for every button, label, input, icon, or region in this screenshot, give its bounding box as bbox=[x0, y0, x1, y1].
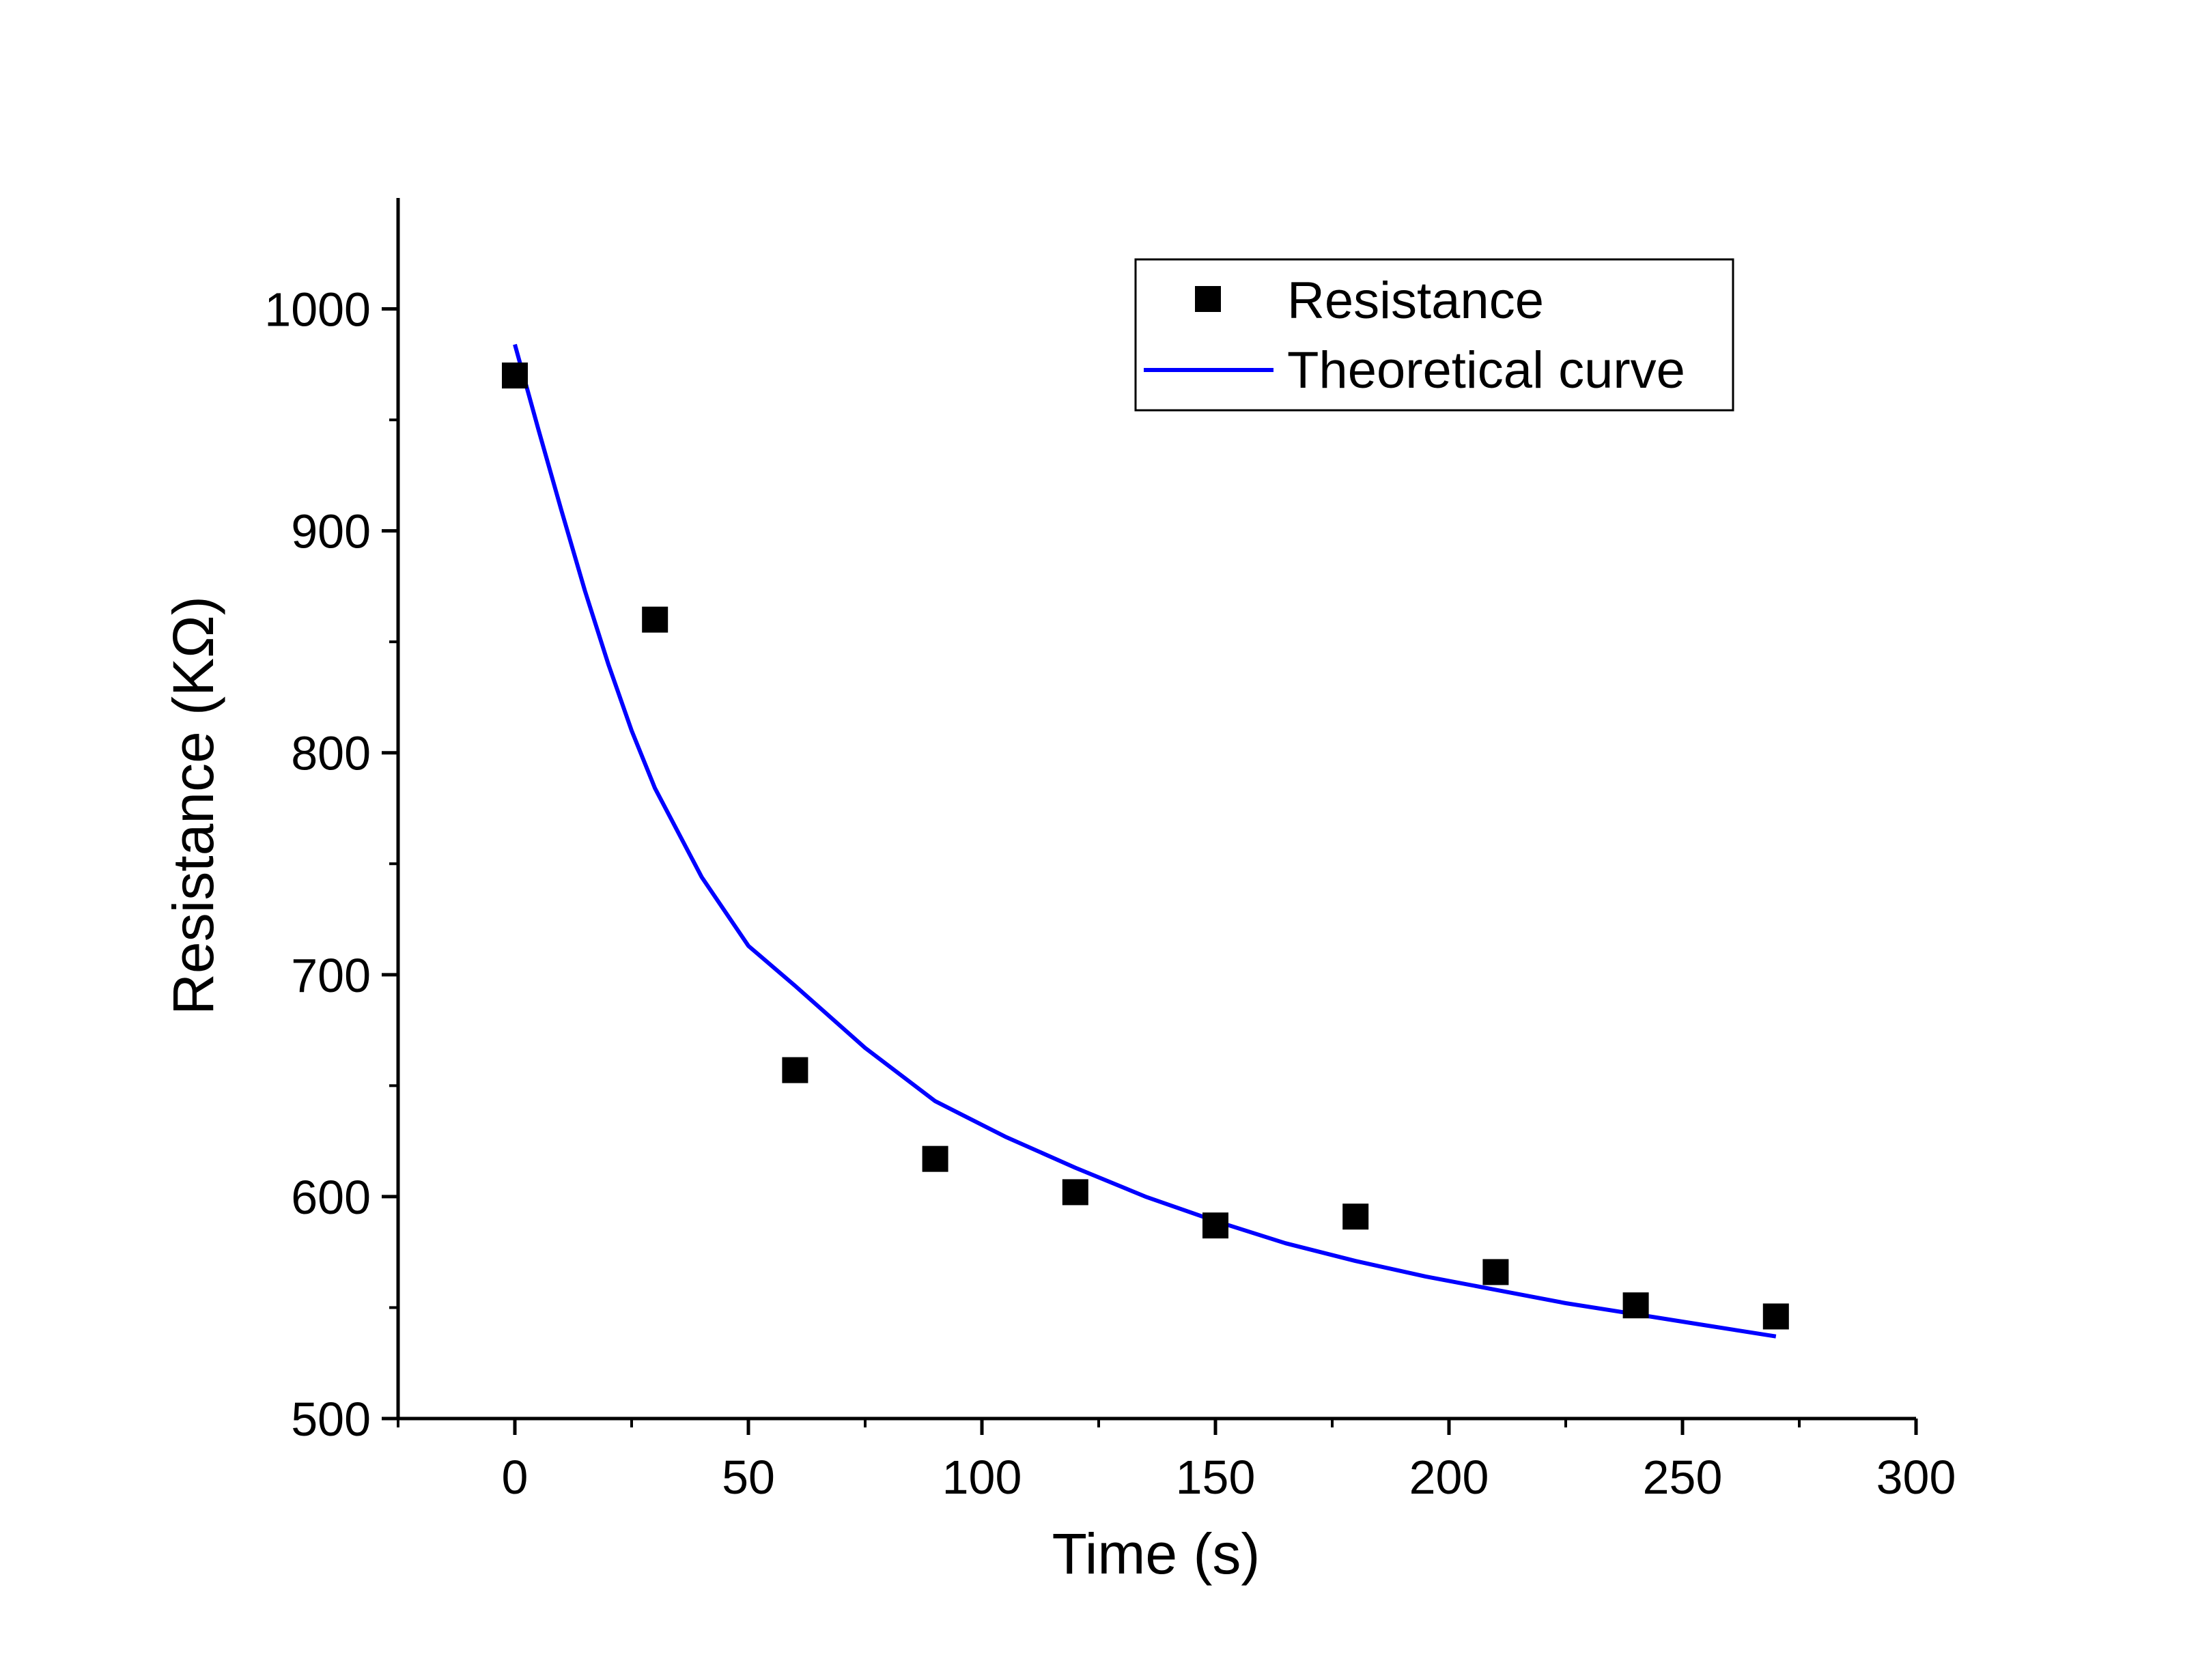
legend-label-theoretical: Theoretical curve bbox=[1287, 341, 1685, 399]
resistance-data-point bbox=[1202, 1212, 1228, 1239]
x-tick-label: 100 bbox=[942, 1451, 1022, 1504]
y-tick-label: 900 bbox=[291, 505, 371, 558]
x-tick-label: 250 bbox=[1643, 1451, 1723, 1504]
resistance-data-point bbox=[1622, 1292, 1649, 1319]
resistance-data-point bbox=[1762, 1303, 1789, 1330]
x-tick-label: 200 bbox=[1409, 1451, 1489, 1504]
x-tick-label: 0 bbox=[502, 1451, 529, 1504]
y-tick-label: 500 bbox=[291, 1393, 371, 1446]
axes bbox=[396, 198, 1916, 1421]
resistance-data-point bbox=[502, 362, 528, 389]
y-tick-label: 700 bbox=[291, 949, 371, 1002]
resistance-data-point bbox=[1342, 1204, 1369, 1230]
x-axis-title: Time (s) bbox=[1052, 1522, 1261, 1586]
resistance-data-point bbox=[1482, 1259, 1509, 1285]
plot-area bbox=[502, 343, 1789, 1339]
y-tick-label: 800 bbox=[291, 727, 371, 780]
y-tick-label: 1000 bbox=[264, 283, 371, 337]
y-axis-ticks: 500 600 700 800 900 1000 bbox=[264, 283, 398, 1446]
x-tick-label: 50 bbox=[722, 1451, 775, 1504]
legend-label-resistance: Resistance bbox=[1287, 272, 1544, 330]
y-axis-title: Resistance (KΩ) bbox=[161, 596, 225, 1015]
x-axis-ticks: 0 50 100 150 200 250 300 bbox=[397, 1419, 1956, 1504]
resistance-data-point bbox=[1062, 1179, 1088, 1206]
theoretical-curve-line bbox=[513, 343, 1777, 1339]
legend-box bbox=[1134, 258, 1734, 412]
resistance-data-point bbox=[642, 606, 668, 633]
legend-marker-resistance bbox=[1195, 286, 1221, 312]
resistance-data-point bbox=[782, 1057, 808, 1083]
x-tick-label: 150 bbox=[1176, 1451, 1256, 1504]
legend: Resistance Theoretical curve bbox=[1134, 258, 1734, 412]
y-tick-label: 600 bbox=[291, 1171, 371, 1224]
x-tick-label: 300 bbox=[1876, 1451, 1956, 1504]
resistance-data-point bbox=[922, 1145, 948, 1172]
